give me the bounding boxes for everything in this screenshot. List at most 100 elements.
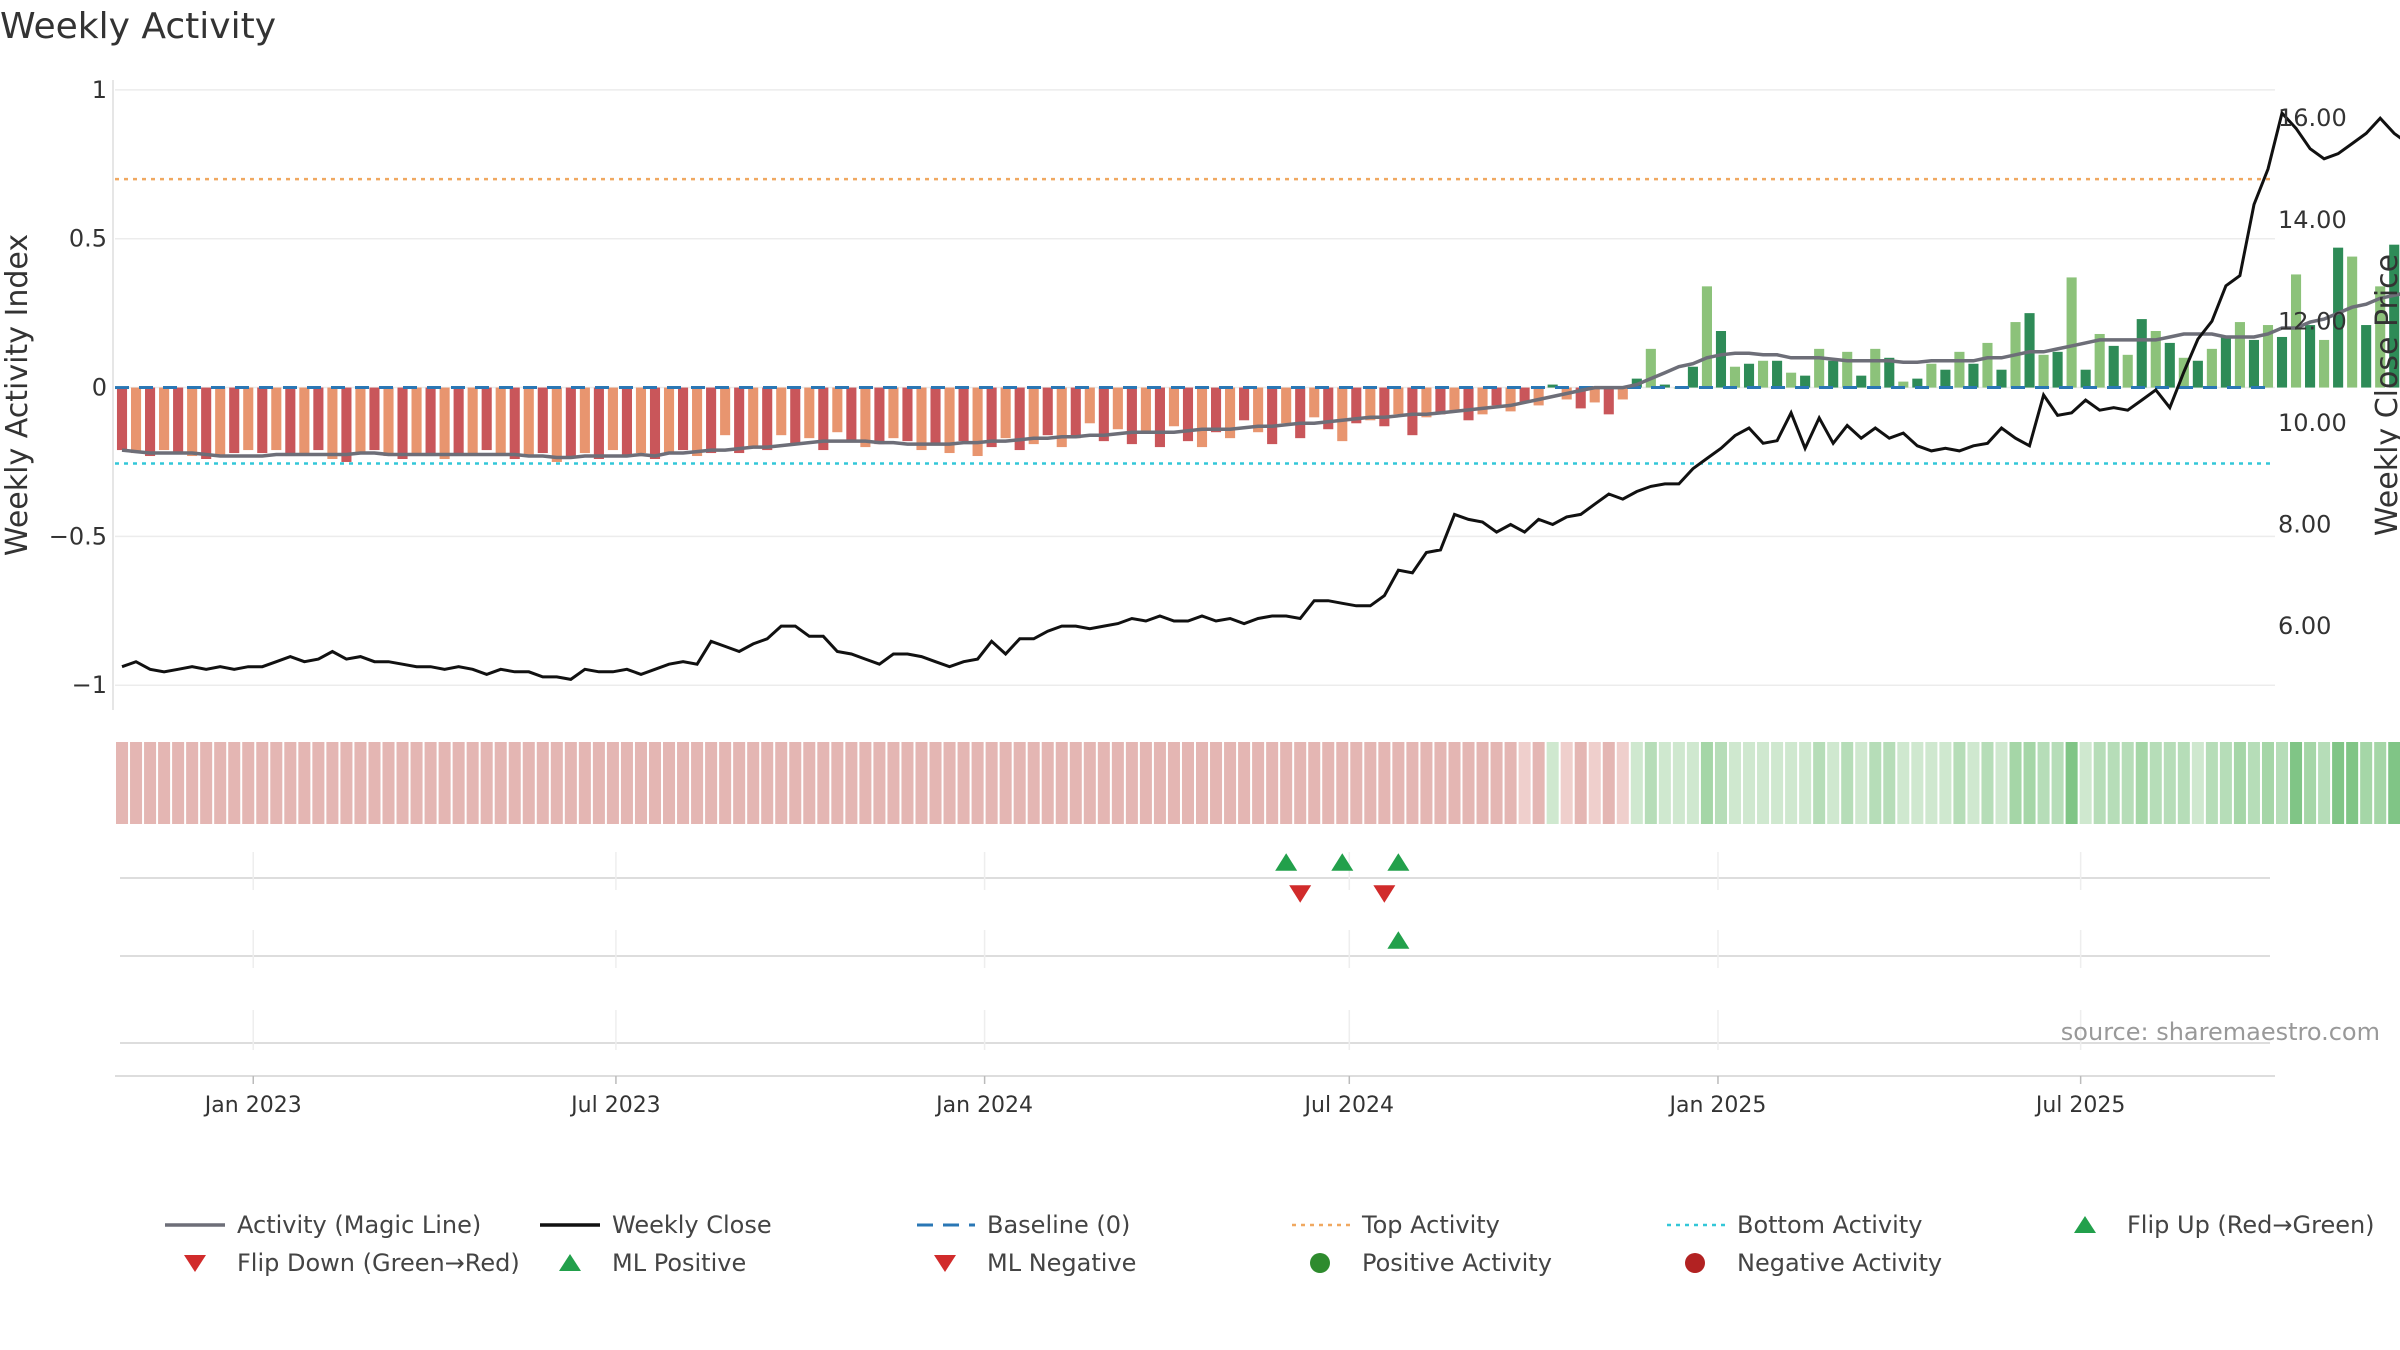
legend-label: Top Activity — [1361, 1211, 1500, 1239]
heat-cell — [1238, 742, 1251, 824]
heat-cell — [2009, 742, 2022, 824]
y-left-axis: 1 0.5 0 −0.5 −1 Weekly Activity Index — [0, 76, 114, 710]
heat-cell — [2388, 742, 2400, 824]
heat-cell — [1588, 742, 1601, 824]
heat-cell — [873, 742, 886, 824]
activity-bar — [2389, 244, 2400, 388]
heat-cell — [1111, 742, 1124, 824]
heat-cell — [2205, 742, 2218, 824]
reference-lines — [115, 177, 2275, 465]
heat-cell — [2247, 742, 2260, 824]
heat-cell — [578, 742, 591, 824]
heat-cell — [1855, 742, 1868, 824]
legend-item: Activity (Magic Line) — [165, 1211, 481, 1239]
legend-symbol — [934, 1255, 956, 1272]
heat-cell — [2023, 742, 2036, 824]
heat-cell — [340, 742, 353, 824]
legend-label: ML Positive — [612, 1249, 746, 1277]
activity-bar — [2206, 348, 2217, 388]
activity-bar — [1996, 369, 2007, 388]
activity-bar — [1295, 387, 1306, 439]
legend-label: ML Negative — [987, 1249, 1136, 1277]
activity-bar — [1337, 387, 1348, 442]
activity-bar — [509, 387, 520, 459]
activity-bar — [1617, 387, 1628, 400]
heat-cell — [1434, 742, 1447, 824]
activity-bar — [411, 387, 422, 454]
heat-cell — [1546, 742, 1559, 824]
heat-cell — [284, 742, 297, 824]
flip-up-marker — [1331, 853, 1354, 871]
y-left-tick-label: 1 — [92, 76, 107, 104]
heat-cell — [2107, 742, 2120, 824]
heat-cell — [887, 742, 900, 824]
heat-cell — [2261, 742, 2274, 824]
heat-cell — [831, 742, 844, 824]
x-tick-label: Jan 2024 — [934, 1093, 1033, 1118]
activity-bar — [1814, 348, 1825, 388]
activity-bar — [313, 387, 324, 451]
heat-cell — [130, 742, 143, 824]
source-label: source: sharemaestro.com — [2061, 1018, 2380, 1046]
legend-item: ML Negative — [934, 1249, 1136, 1277]
heat-cell — [410, 742, 423, 824]
activity-bar — [1575, 387, 1586, 409]
activity-bar — [1168, 387, 1180, 427]
activity-bar — [1533, 387, 1544, 406]
heat-cell — [1518, 742, 1531, 824]
heat-cell — [957, 742, 970, 824]
activity-bar — [1098, 387, 1109, 442]
activity-bar — [1393, 387, 1404, 415]
heat-cell — [564, 742, 577, 824]
heat-cell — [1041, 742, 1054, 824]
activity-bar — [201, 387, 212, 459]
magic-line — [121, 292, 2400, 460]
activity-bar — [930, 387, 941, 445]
heat-cell — [1055, 742, 1068, 824]
activity-bar — [1239, 387, 1250, 421]
activity-bar — [1000, 387, 1011, 439]
heat-cell — [1378, 742, 1391, 824]
heat-cell — [648, 742, 662, 824]
heat-cell — [1013, 742, 1026, 824]
activity-bar — [1758, 360, 1769, 388]
heat-cell — [747, 742, 760, 824]
heat-cell — [620, 742, 633, 824]
activity-bar — [818, 387, 829, 451]
activity-bar — [1267, 387, 1278, 445]
activity-bar — [944, 387, 955, 454]
activity-bar — [1912, 378, 1923, 388]
activity-bar — [1056, 387, 1067, 448]
activity-bar — [804, 387, 815, 439]
heat-cell — [677, 742, 690, 824]
activity-bar — [1786, 372, 1797, 388]
heat-cell — [1266, 742, 1279, 824]
heat-cell — [2219, 742, 2232, 824]
heat-cell — [1448, 742, 1461, 824]
activity-bar — [846, 387, 857, 442]
activity-bar — [271, 387, 282, 451]
heat-cell — [1420, 742, 1433, 824]
signal-panels — [120, 852, 2270, 1050]
x-tick-label: Jul 2024 — [1303, 1093, 1395, 1118]
activity-bar — [1449, 387, 1460, 412]
activity-bar — [130, 387, 142, 454]
heat-cell — [719, 742, 732, 824]
activity-bar — [2192, 360, 2203, 388]
heat-cell — [592, 742, 605, 824]
heat-cell — [845, 742, 858, 824]
heat-cell — [1097, 742, 1110, 824]
activity-bar — [537, 387, 548, 454]
heat-cell — [2093, 742, 2106, 824]
legend-label: Activity (Magic Line) — [237, 1211, 481, 1239]
heat-cell — [368, 742, 381, 824]
heat-cell — [2149, 742, 2162, 824]
flip-up-marker — [1387, 853, 1410, 871]
activity-bar — [2347, 256, 2358, 388]
activity-bar — [1126, 387, 1137, 445]
heat-cell — [2276, 742, 2289, 824]
heat-cell — [452, 742, 465, 824]
heat-cell — [1139, 742, 1152, 824]
heat-cell — [2177, 742, 2190, 824]
